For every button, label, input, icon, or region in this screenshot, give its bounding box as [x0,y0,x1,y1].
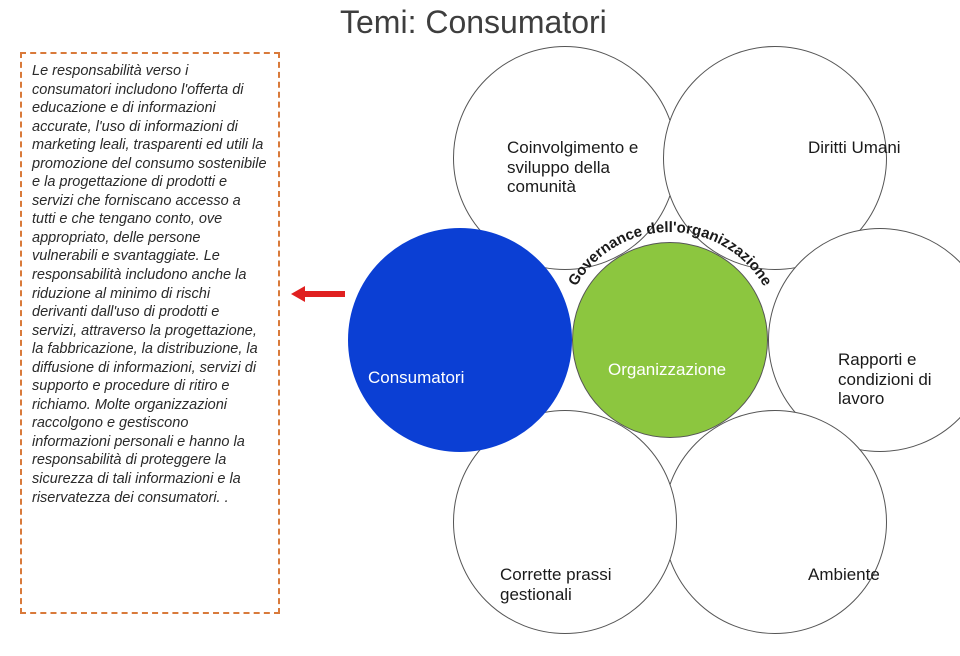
arrow-shaft [303,291,345,297]
petal-rapporti [768,228,960,452]
petal-consumatori [348,228,572,452]
label-rapporti: Rapporti e condizioni di lavoro [838,350,948,409]
petal-ambiente [663,410,887,634]
slide-title: Temi: Consumatori [340,4,607,41]
svg-text:Governance dell'organizzazione: Governance dell'organizzazione [565,219,775,289]
label-ambiente: Ambiente [808,565,928,585]
petal-coinvolgimento [453,46,677,270]
inner-circle [572,242,768,438]
label-consumatori: Consumatori [368,368,508,388]
petal-corrette [453,410,677,634]
label-organizzazione: Organizzazione [608,360,748,380]
petal-diritti [663,46,887,270]
arrow-head [291,286,305,302]
arrow-pointer [291,286,345,302]
label-corrette: Corrette prassi gestionali [500,565,640,604]
label-coinvolgimento: Coinvolgimento e sviluppo della comunità [507,138,657,197]
description-box: Le responsabilità verso i consumatori in… [20,52,280,614]
label-diritti: Diritti Umani [808,138,908,158]
